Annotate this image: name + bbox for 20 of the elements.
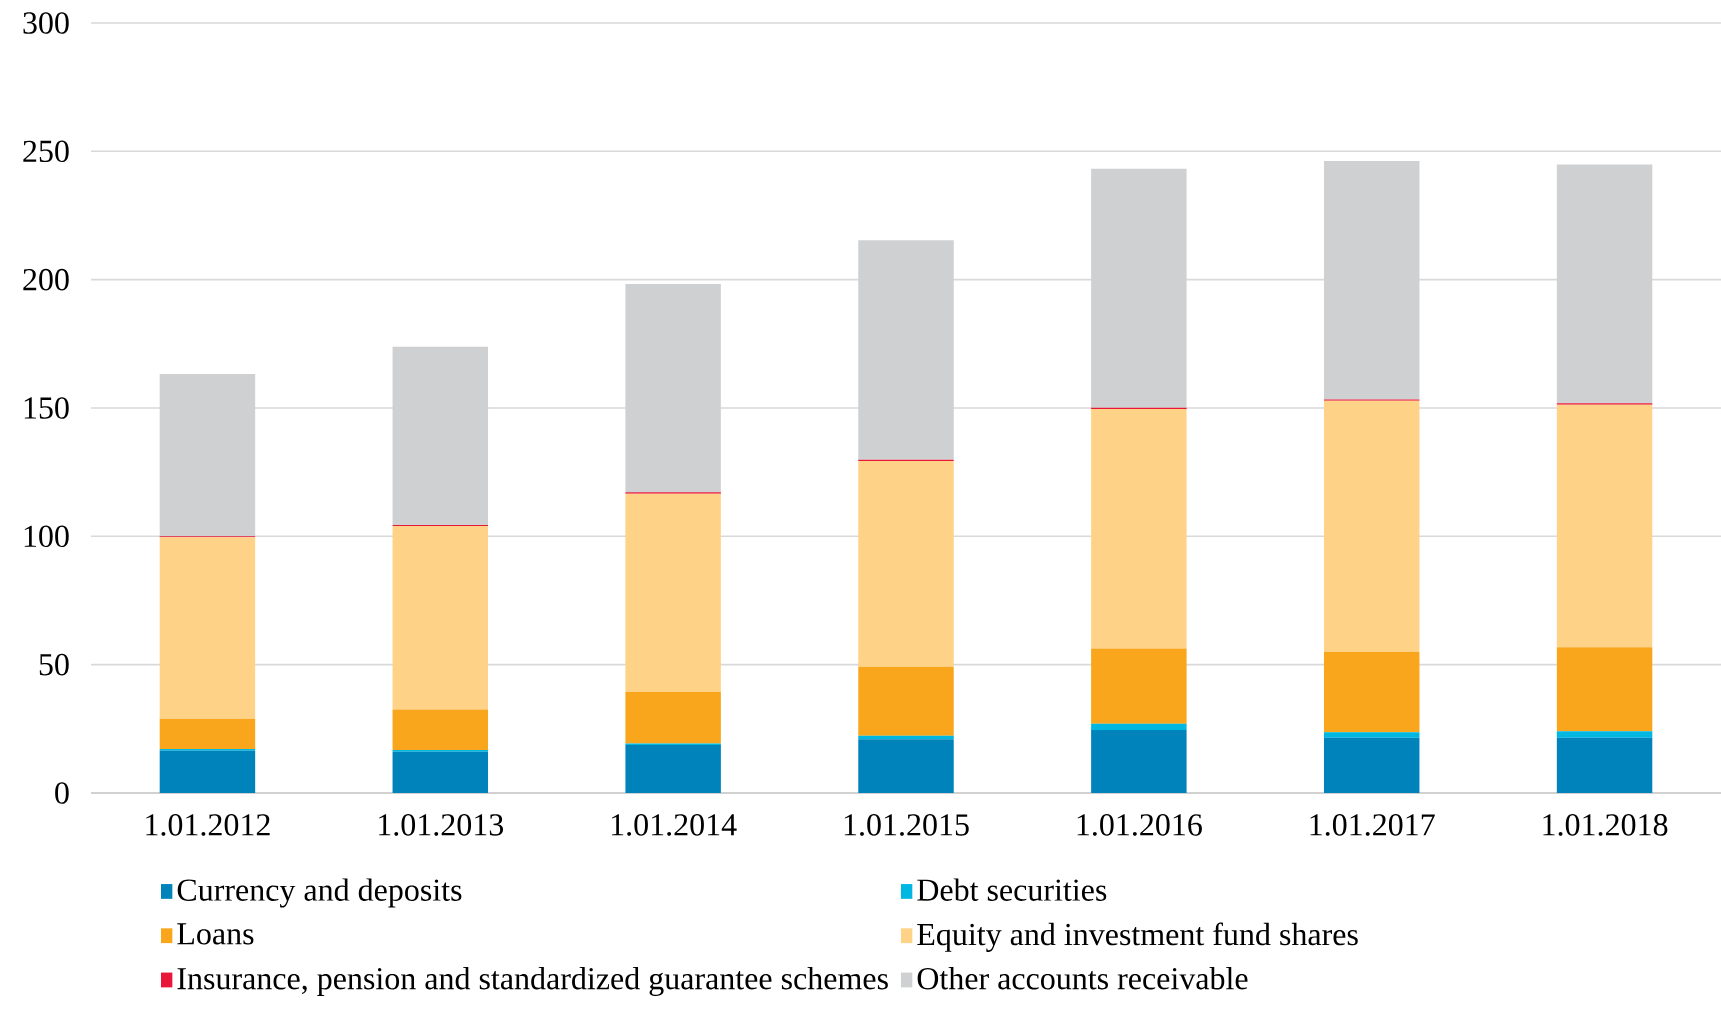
legend-label: Other accounts receivable: [917, 966, 1248, 990]
y-tick-label: 150: [24, 397, 69, 419]
legend-label: Insurance, pension and standardized guarantee schemes: [177, 966, 888, 997]
x-tick-label: 1.01.2014: [611, 814, 737, 836]
x-tick-label: 1.01.2017: [1310, 814, 1435, 836]
x-tick-label: 1.01.2013: [379, 814, 504, 836]
x-tick-label: 1.01.2016: [1077, 814, 1202, 836]
legend-label: Loans: [177, 923, 254, 945]
y-tick-label: 250: [23, 140, 69, 163]
legend-label: Currency and deposits: [177, 878, 462, 908]
x-tick-label: 1.01.2018: [1543, 814, 1668, 836]
y-tick-label: 50: [39, 653, 69, 676]
y-tick-label: 300: [23, 12, 69, 34]
legend-label: Equity and investment fund shares: [917, 922, 1358, 952]
y-tick-label: 200: [23, 268, 69, 291]
y-tick-label: 100: [24, 525, 69, 548]
x-tick-label: 1.01.2015: [844, 814, 969, 836]
x-tick-label: 1.01.2012: [146, 814, 270, 836]
y-tick-label: 0: [55, 782, 69, 804]
legend-label: Debt securities: [917, 878, 1107, 901]
